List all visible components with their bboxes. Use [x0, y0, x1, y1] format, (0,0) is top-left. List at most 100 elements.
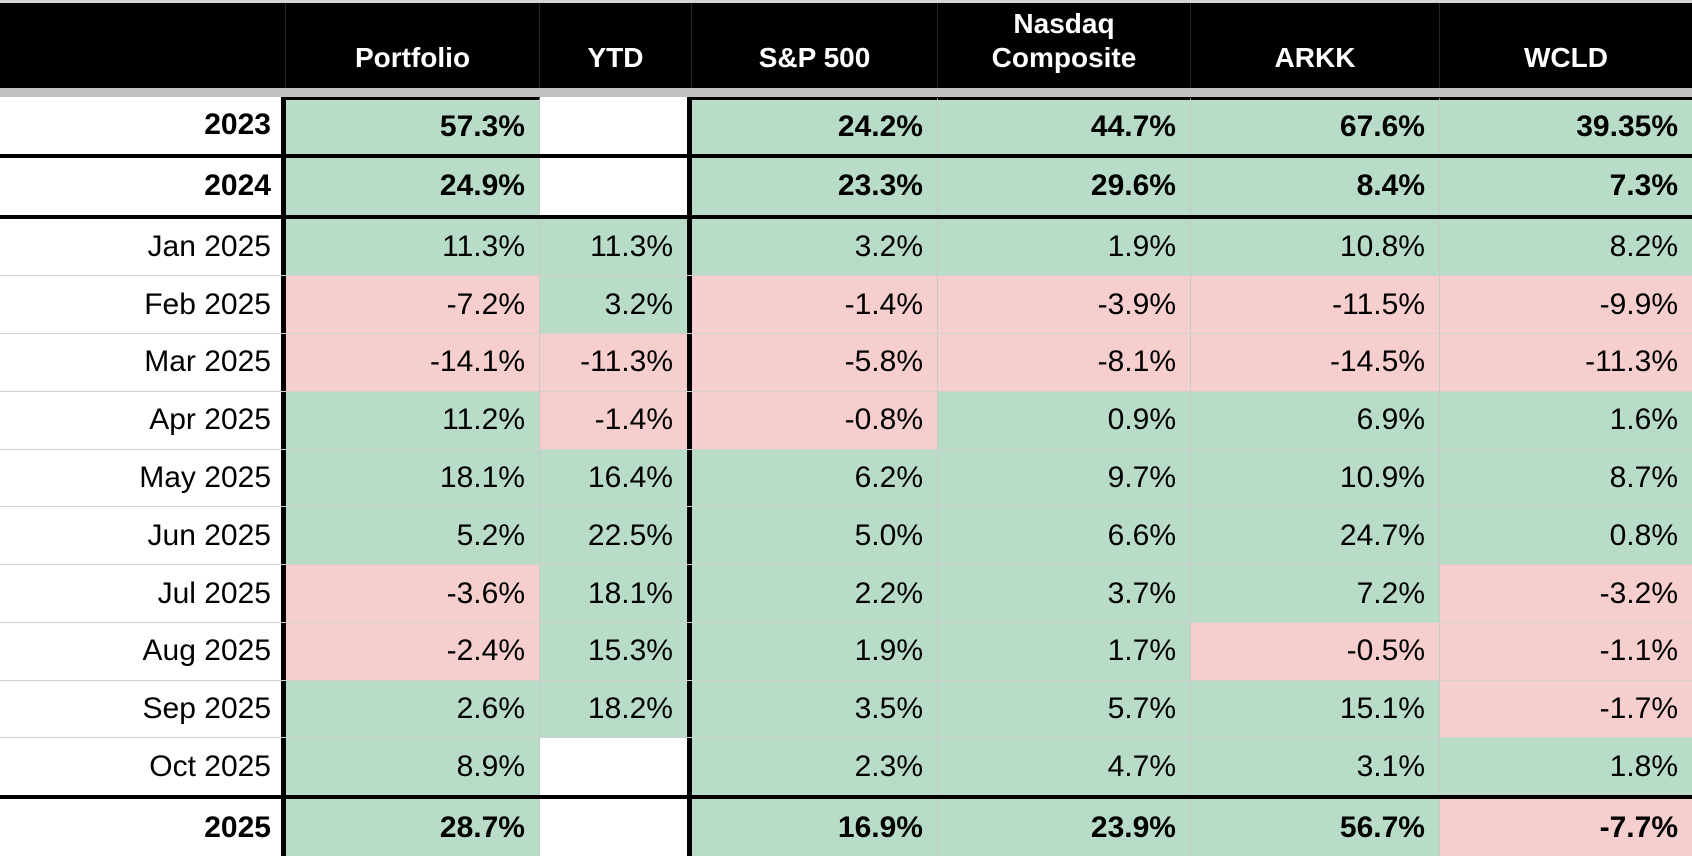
cell-oct-2025-arkk[interactable]: 3.1%: [1191, 738, 1440, 796]
cell-may-2025-ytd[interactable]: 16.4%: [540, 449, 692, 507]
cell-may-2025-arkk[interactable]: 10.9%: [1191, 449, 1440, 507]
row-label-apr-2025[interactable]: Apr 2025: [0, 391, 286, 449]
cell-jul-2025-arkk[interactable]: 7.2%: [1191, 565, 1440, 622]
cell-mar-2025-wcld[interactable]: -11.3%: [1440, 334, 1692, 391]
cell-aug-2025-portfolio[interactable]: -2.4%: [286, 622, 540, 680]
cell-2025-nasdaq-composite[interactable]: 23.9%: [938, 799, 1191, 856]
cell-2023-arkk[interactable]: 67.6%: [1191, 97, 1440, 154]
cell-oct-2025-portfolio[interactable]: 8.9%: [286, 738, 540, 796]
cell-apr-2025-wcld[interactable]: 1.6%: [1440, 391, 1692, 449]
cell-jan-2025-arkk[interactable]: 10.8%: [1191, 218, 1440, 276]
cell-oct-2025-s-p-500[interactable]: 2.3%: [692, 738, 938, 796]
cell-oct-2025-wcld[interactable]: 1.8%: [1440, 738, 1692, 796]
row-label-feb-2025[interactable]: Feb 2025: [0, 276, 286, 334]
cell-2023-ytd[interactable]: [540, 97, 692, 154]
cell-feb-2025-portfolio[interactable]: -7.2%: [286, 276, 540, 334]
cell-2025-ytd[interactable]: [540, 799, 692, 856]
cell-sep-2025-arkk[interactable]: 15.1%: [1191, 680, 1440, 738]
cell-jan-2025-s-p-500[interactable]: 3.2%: [692, 218, 938, 276]
cell-aug-2025-s-p-500[interactable]: 1.9%: [692, 622, 938, 680]
cell-mar-2025-portfolio[interactable]: -14.1%: [286, 334, 540, 391]
cell-jan-2025-ytd[interactable]: 11.3%: [540, 218, 692, 276]
column-header-row-label[interactable]: [0, 3, 286, 88]
row-label-mar-2025[interactable]: Mar 2025: [0, 334, 286, 391]
cell-2025-portfolio[interactable]: 28.7%: [286, 799, 540, 856]
cell-sep-2025-portfolio[interactable]: 2.6%: [286, 680, 540, 738]
row-label-oct-2025[interactable]: Oct 2025: [0, 738, 286, 796]
cell-jun-2025-ytd[interactable]: 22.5%: [540, 507, 692, 565]
cell-mar-2025-ytd[interactable]: -11.3%: [540, 334, 692, 391]
row-label-jan-2025[interactable]: Jan 2025: [0, 218, 286, 276]
cell-mar-2025-s-p-500[interactable]: -5.8%: [692, 334, 938, 391]
cell-aug-2025-wcld[interactable]: -1.1%: [1440, 622, 1692, 680]
cell-feb-2025-wcld[interactable]: -9.9%: [1440, 276, 1692, 334]
cell-feb-2025-nasdaq-composite[interactable]: -3.9%: [938, 276, 1191, 334]
cell-sep-2025-ytd[interactable]: 18.2%: [540, 680, 692, 738]
cell-2025-arkk[interactable]: 56.7%: [1191, 799, 1440, 856]
cell-mar-2025-arkk[interactable]: -14.5%: [1191, 334, 1440, 391]
column-header-portfolio[interactable]: Portfolio: [286, 3, 540, 88]
cell-apr-2025-nasdaq-composite[interactable]: 0.9%: [938, 391, 1191, 449]
column-header-arkk[interactable]: ARKK: [1191, 3, 1440, 88]
cell-oct-2025-nasdaq-composite[interactable]: 4.7%: [938, 738, 1191, 796]
cell-apr-2025-s-p-500[interactable]: -0.8%: [692, 391, 938, 449]
cell-jun-2025-nasdaq-composite[interactable]: 6.6%: [938, 507, 1191, 565]
cell-aug-2025-arkk[interactable]: -0.5%: [1191, 622, 1440, 680]
cell-2024-wcld[interactable]: 7.3%: [1440, 157, 1692, 215]
cell-may-2025-s-p-500[interactable]: 6.2%: [692, 449, 938, 507]
column-header-s-p-500[interactable]: S&P 500: [692, 3, 938, 88]
cell-2024-s-p-500[interactable]: 23.3%: [692, 157, 938, 215]
cell-sep-2025-s-p-500[interactable]: 3.5%: [692, 680, 938, 738]
cell-sep-2025-wcld[interactable]: -1.7%: [1440, 680, 1692, 738]
cell-apr-2025-arkk[interactable]: 6.9%: [1191, 391, 1440, 449]
cell-2024-arkk[interactable]: 8.4%: [1191, 157, 1440, 215]
cell-2023-nasdaq-composite[interactable]: 44.7%: [938, 97, 1191, 154]
cell-2025-wcld[interactable]: -7.7%: [1440, 799, 1692, 856]
cell-jun-2025-wcld[interactable]: 0.8%: [1440, 507, 1692, 565]
header-separator-bar: [0, 88, 1692, 97]
row-label-sep-2025[interactable]: Sep 2025: [0, 680, 286, 738]
cell-oct-2025-ytd[interactable]: [540, 738, 692, 796]
cell-aug-2025-ytd[interactable]: 15.3%: [540, 622, 692, 680]
row-label-jun-2025[interactable]: Jun 2025: [0, 507, 286, 565]
cell-apr-2025-ytd[interactable]: -1.4%: [540, 391, 692, 449]
column-header-ytd[interactable]: YTD: [540, 3, 692, 88]
cell-2024-portfolio[interactable]: 24.9%: [286, 157, 540, 215]
cell-jan-2025-portfolio[interactable]: 11.3%: [286, 218, 540, 276]
cell-mar-2025-nasdaq-composite[interactable]: -8.1%: [938, 334, 1191, 391]
cell-2024-ytd[interactable]: [540, 157, 692, 215]
cell-2024-nasdaq-composite[interactable]: 29.6%: [938, 157, 1191, 215]
cell-jun-2025-s-p-500[interactable]: 5.0%: [692, 507, 938, 565]
cell-may-2025-portfolio[interactable]: 18.1%: [286, 449, 540, 507]
row-label-aug-2025[interactable]: Aug 2025: [0, 622, 286, 680]
cell-2023-wcld[interactable]: 39.35%: [1440, 97, 1692, 154]
cell-jul-2025-portfolio[interactable]: -3.6%: [286, 565, 540, 622]
cell-jan-2025-wcld[interactable]: 8.2%: [1440, 218, 1692, 276]
cell-may-2025-wcld[interactable]: 8.7%: [1440, 449, 1692, 507]
table-row-may-2025: May 2025 18.1% 16.4% 6.2% 9.7% 10.9% 8.7%: [0, 449, 1692, 508]
cell-sep-2025-nasdaq-composite[interactable]: 5.7%: [938, 680, 1191, 738]
cell-feb-2025-s-p-500[interactable]: -1.4%: [692, 276, 938, 334]
cell-2025-s-p-500[interactable]: 16.9%: [692, 799, 938, 856]
row-label-may-2025[interactable]: May 2025: [0, 449, 286, 507]
cell-aug-2025-nasdaq-composite[interactable]: 1.7%: [938, 622, 1191, 680]
column-header-wcld[interactable]: WCLD: [1524, 41, 1608, 73]
cell-jun-2025-portfolio[interactable]: 5.2%: [286, 507, 540, 565]
row-label-2024[interactable]: 2024: [0, 157, 286, 215]
cell-jul-2025-s-p-500[interactable]: 2.2%: [692, 565, 938, 622]
cell-jan-2025-nasdaq-composite[interactable]: 1.9%: [938, 218, 1191, 276]
cell-may-2025-nasdaq-composite[interactable]: 9.7%: [938, 449, 1191, 507]
cell-jul-2025-wcld[interactable]: -3.2%: [1440, 565, 1692, 622]
cell-jun-2025-arkk[interactable]: 24.7%: [1191, 507, 1440, 565]
cell-apr-2025-portfolio[interactable]: 11.2%: [286, 391, 540, 449]
cell-jul-2025-nasdaq-composite[interactable]: 3.7%: [938, 565, 1191, 622]
cell-feb-2025-arkk[interactable]: -11.5%: [1191, 276, 1440, 334]
column-header-nasdaq-composite[interactable]: Nasdaq Composite: [938, 3, 1191, 88]
row-label-2025[interactable]: 2025: [0, 799, 286, 856]
cell-2023-portfolio[interactable]: 57.3%: [286, 97, 540, 154]
cell-2023-s-p-500[interactable]: 24.2%: [692, 97, 938, 154]
cell-feb-2025-ytd[interactable]: 3.2%: [540, 276, 692, 334]
cell-jul-2025-ytd[interactable]: 18.1%: [540, 565, 692, 622]
row-label-2023[interactable]: 2023: [0, 97, 286, 154]
row-label-jul-2025[interactable]: Jul 2025: [0, 565, 286, 622]
